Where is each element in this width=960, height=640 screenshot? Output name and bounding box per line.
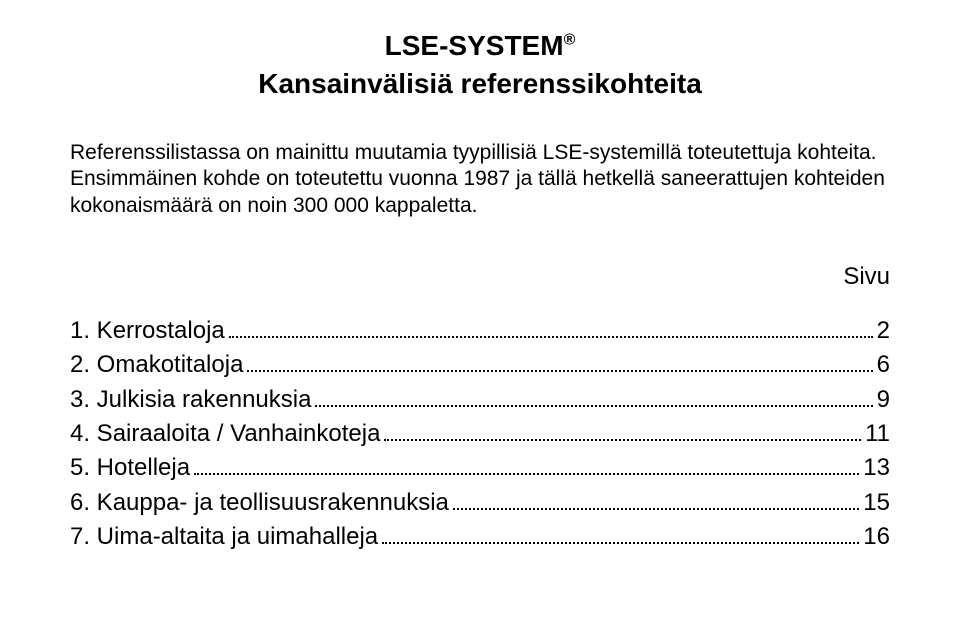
toc-page-number: 13 (863, 452, 890, 484)
toc-page-number: 15 (863, 487, 890, 519)
toc-page-number: 16 (863, 521, 890, 553)
toc-label: 6. Kauppa- ja teollisuusrakennuksia (70, 487, 449, 519)
toc-leader-dots (229, 336, 873, 338)
toc-header: Sivu (70, 263, 890, 291)
title-main: LSE-SYSTEM (385, 30, 564, 61)
page-title: LSE-SYSTEM® (70, 30, 890, 62)
toc-row: 7. Uima-altaita ja uimahalleja 16 (70, 521, 890, 553)
toc-label: 7. Uima-altaita ja uimahalleja (70, 521, 378, 553)
toc-page-number: 9 (877, 384, 890, 416)
toc-row: 1. Kerrostaloja 2 (70, 315, 890, 347)
toc-label: 4. Sairaaloita / Vanhainkoteja (70, 418, 380, 450)
toc-row: 4. Sairaaloita / Vanhainkoteja 11 (70, 418, 890, 450)
toc-row: 2. Omakotitaloja 6 (70, 349, 890, 381)
toc-leader-dots (384, 439, 861, 441)
toc-leader-dots (194, 473, 859, 475)
toc-row: 6. Kauppa- ja teollisuusrakennuksia 15 (70, 487, 890, 519)
document-page: LSE-SYSTEM® Kansainvälisiä referenssikoh… (0, 0, 960, 553)
toc-leader-dots (315, 405, 872, 407)
toc-label: 1. Kerrostaloja (70, 315, 225, 347)
intro-paragraph: Referenssilistassa on mainittu muutamia … (70, 140, 890, 219)
registered-mark: ® (564, 32, 576, 49)
toc-row: 3. Julkisia rakennuksia 9 (70, 384, 890, 416)
table-of-contents: 1. Kerrostaloja 2 2. Omakotitaloja 6 3. … (70, 315, 890, 554)
toc-label: 2. Omakotitaloja (70, 349, 243, 381)
toc-leader-dots (247, 370, 872, 372)
toc-row: 5. Hotelleja 13 (70, 452, 890, 484)
toc-leader-dots (453, 508, 859, 510)
toc-label: 5. Hotelleja (70, 452, 190, 484)
toc-page-number: 6 (877, 349, 890, 381)
toc-page-number: 11 (865, 418, 890, 450)
toc-label: 3. Julkisia rakennuksia (70, 384, 311, 416)
toc-leader-dots (382, 542, 859, 544)
page-subtitle: Kansainvälisiä referenssikohteita (70, 68, 890, 100)
toc-page-number: 2 (877, 315, 890, 347)
